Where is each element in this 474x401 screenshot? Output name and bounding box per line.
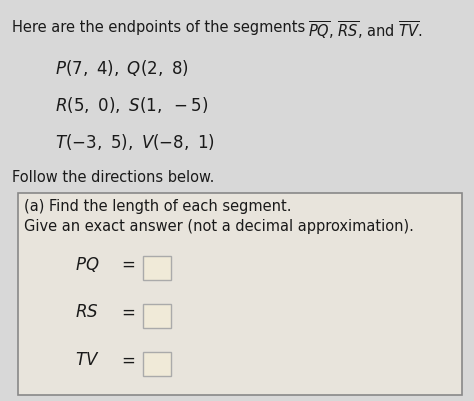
Bar (143, 256, 171, 280)
Text: $TV$: $TV$ (75, 351, 100, 369)
Text: (a) Find the length of each segment.: (a) Find the length of each segment. (24, 199, 292, 214)
Bar (143, 352, 171, 376)
Text: $=$: $=$ (118, 303, 136, 321)
Bar (18, 193, 462, 395)
Text: $RS$: $RS$ (75, 303, 99, 321)
Text: $T(-3,\ 5),\ V(-8,\ 1)$: $T(-3,\ 5),\ V(-8,\ 1)$ (55, 132, 215, 152)
Text: $PQ$: $PQ$ (75, 255, 100, 274)
Text: Follow the directions below.: Follow the directions below. (12, 170, 214, 185)
Text: Here are the endpoints of the segments: Here are the endpoints of the segments (12, 20, 310, 35)
Bar (143, 304, 171, 328)
Text: $R(5,\ 0),\ S(1,\ -5)$: $R(5,\ 0),\ S(1,\ -5)$ (55, 95, 208, 115)
Text: Give an exact answer (not a decimal approximation).: Give an exact answer (not a decimal appr… (24, 219, 414, 234)
Text: $=$: $=$ (118, 255, 136, 273)
Text: $P(7,\ 4),\ Q(2,\ 8)$: $P(7,\ 4),\ Q(2,\ 8)$ (55, 58, 189, 78)
Text: $\overline{PQ}$, $\overline{RS}$, and $\overline{TV}$.: $\overline{PQ}$, $\overline{RS}$, and $\… (308, 20, 423, 42)
Text: $=$: $=$ (118, 351, 136, 369)
